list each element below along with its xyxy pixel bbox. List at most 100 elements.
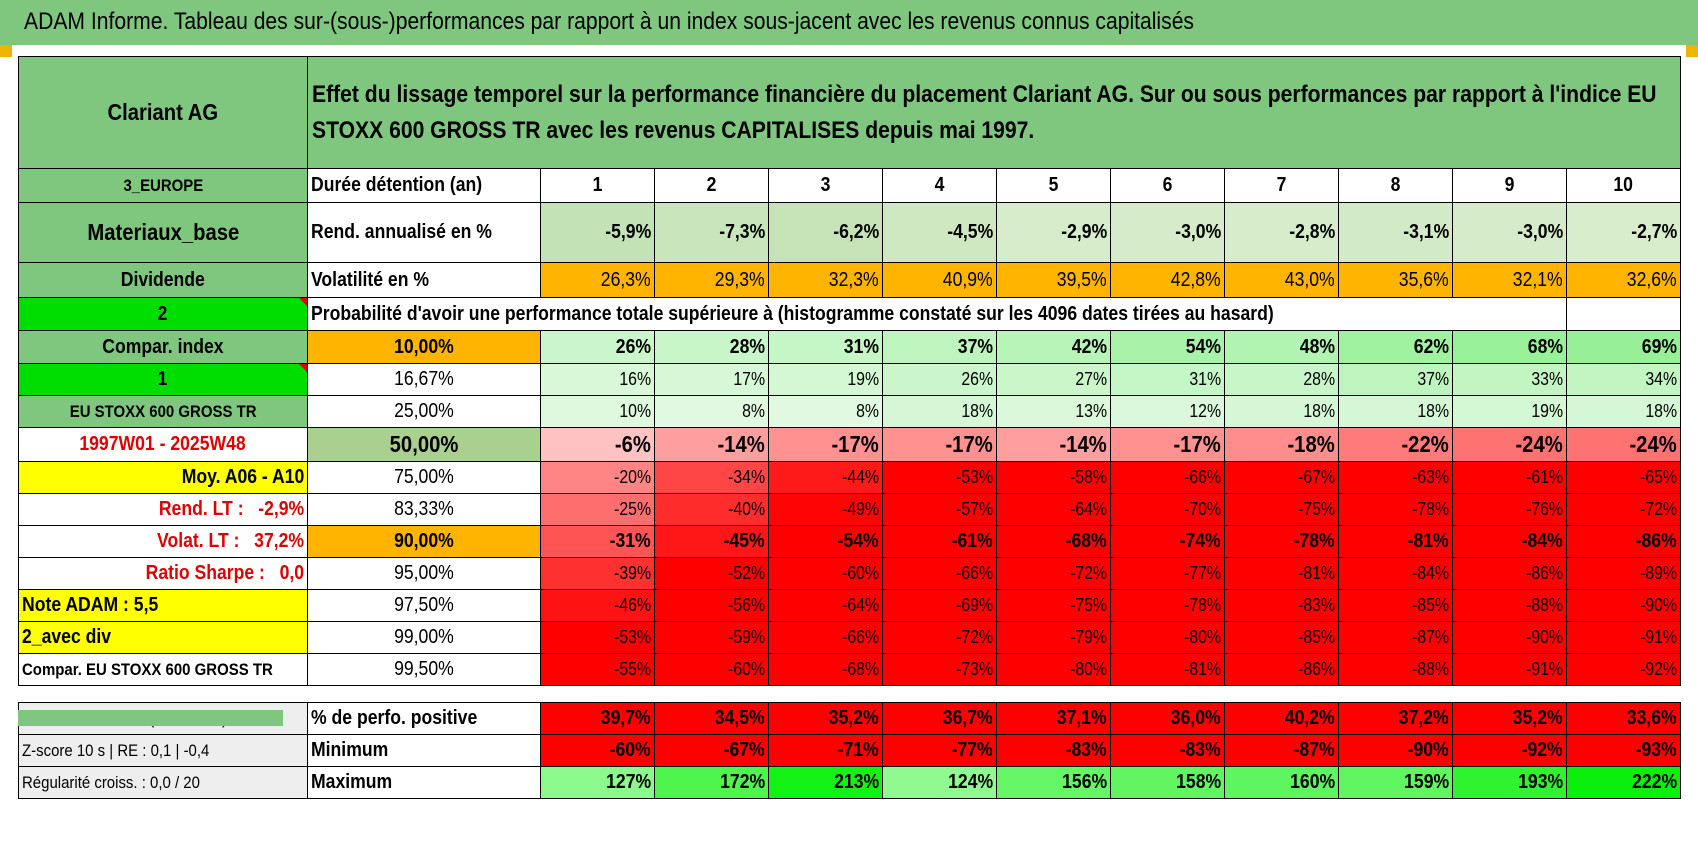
quantile-value: -80% xyxy=(1110,621,1225,654)
sector-label: Materiaux_base xyxy=(18,202,308,263)
quantile-value: -81% xyxy=(1110,653,1225,686)
quantile-value: -63% xyxy=(1338,461,1453,494)
quantile-value: -73% xyxy=(882,653,997,686)
quantile-value: 28% xyxy=(654,330,769,364)
quantile-value: -55% xyxy=(540,653,655,686)
stat-value: 37,1% xyxy=(996,702,1111,735)
stat-value: 35,2% xyxy=(1452,702,1567,735)
stat-label: Minimum xyxy=(307,734,541,767)
quantile-value: 12% xyxy=(1110,395,1225,428)
quantile-value: -84% xyxy=(1452,525,1567,558)
duration-label: Durée détention (an) xyxy=(307,168,541,203)
stat-value: 172% xyxy=(654,766,769,799)
quantile-value: -68% xyxy=(768,653,883,686)
volat-value: 26,3% xyxy=(540,262,655,298)
quantile-value: -91% xyxy=(1565,621,1682,654)
stat-label: Maximum xyxy=(307,766,541,799)
quantile-value: -6% xyxy=(540,427,655,462)
param-a-cell[interactable]: 2 xyxy=(18,297,308,331)
quantile-value: 10% xyxy=(540,395,655,428)
stat-value: 40,2% xyxy=(1224,702,1339,735)
rend-lt-label: Rend. LT : -2,9% xyxy=(18,493,308,526)
index-name-label: EU STOXX 600 GROSS TR xyxy=(18,395,308,428)
stat-value: 39,7% xyxy=(540,702,655,735)
rend-value: -3,0% xyxy=(1110,202,1225,263)
stat-value: -83% xyxy=(1110,734,1225,767)
quantile-row: 1997W01 - 2025W48 50,00% -6% -14% -17% -17% -1… xyxy=(18,427,1682,462)
quantile-value: -49% xyxy=(768,493,883,526)
year-header: 3 xyxy=(768,168,883,203)
quantile-label: 95,00% xyxy=(307,557,541,590)
quantile-value: 27% xyxy=(996,363,1111,396)
quantile-value: -81% xyxy=(1338,525,1453,558)
stats-row: Régularité croiss. : 0,0 / 20 Maximum 127%… xyxy=(18,766,1682,799)
quantile-value: -69% xyxy=(882,589,997,622)
quantile-value: -24% xyxy=(1452,427,1567,462)
quantile-value: -24% xyxy=(1565,427,1682,462)
year-header: 6 xyxy=(1110,168,1225,203)
quantile-value: -70% xyxy=(1110,493,1225,526)
quantile-row: Volat. LT : 37,2% 90,00% -31% -45% -54% -61% -… xyxy=(18,525,1682,558)
quantile-row: 2_avec div 99,00% -53% -59% -66% -72% -79% -80%… xyxy=(18,621,1682,654)
stat-value: 34,5% xyxy=(654,702,769,735)
quantile-value: -84% xyxy=(1338,557,1453,590)
quantile-value: -74% xyxy=(1110,525,1225,558)
stat-value: 222% xyxy=(1565,766,1682,799)
stat-value: -77% xyxy=(882,734,997,767)
quantile-value: 8% xyxy=(768,395,883,428)
quantile-label: 25,00% xyxy=(307,395,541,428)
stat-value: 37,2% xyxy=(1338,702,1453,735)
year-header: 5 xyxy=(996,168,1111,203)
quantile-value: -66% xyxy=(882,557,997,590)
volat-value: 40,9% xyxy=(882,262,997,298)
quantile-value: -75% xyxy=(1224,493,1339,526)
stat-value: 158% xyxy=(1110,766,1225,799)
year-header: 2 xyxy=(654,168,769,203)
year-header: 9 xyxy=(1452,168,1567,203)
stat-value: -93% xyxy=(1565,734,1682,767)
stat-value: -67% xyxy=(654,734,769,767)
quantile-value: -86% xyxy=(1565,525,1682,558)
quantile-value: 68% xyxy=(1452,330,1567,364)
stat-left-label: Régularité croiss. : 0,0 / 20 xyxy=(18,766,308,799)
stat-value: -87% xyxy=(1224,734,1339,767)
quantile-value: -81% xyxy=(1224,557,1339,590)
stat-left-label: Z-score 10 s | RE : 0,1 | -0,4 xyxy=(18,734,308,767)
note-label: Note ADAM : 5,5 xyxy=(18,589,308,622)
quantile-value: -88% xyxy=(1452,589,1567,622)
quantile-row: Moy. A06 - A10 75,00% -20% -34% -44% -53% -58%… xyxy=(18,461,1682,494)
quantile-value: -72% xyxy=(1565,493,1682,526)
stat-value: -92% xyxy=(1452,734,1567,767)
quantile-value: -22% xyxy=(1338,427,1453,462)
report-title: ADAM Informe. Tableau des sur-(sous-)per… xyxy=(24,8,1195,35)
quantile-label: 83,33% xyxy=(307,493,541,526)
volat-value: 32,1% xyxy=(1452,262,1567,298)
rend-value: -2,9% xyxy=(996,202,1111,263)
param-b-cell[interactable]: 1 xyxy=(18,363,308,396)
quantile-label: 10,00% xyxy=(307,330,541,364)
quantile-value: 16% xyxy=(540,363,655,396)
stat-value: -90% xyxy=(1338,734,1453,767)
quantile-value: -68% xyxy=(996,525,1111,558)
quantile-value: 28% xyxy=(1224,363,1339,396)
quantile-row: Ratio Sharpe : 0,0 95,00% -39% -52% -60% -66%… xyxy=(18,557,1682,590)
separator-bar xyxy=(18,710,283,726)
rend-label: Rend. annualisé en % xyxy=(307,202,541,263)
empty-cell xyxy=(1565,297,1682,331)
quantile-value: -72% xyxy=(996,557,1111,590)
description-cell: Effet du lissage temporel sur la perform… xyxy=(306,56,1682,169)
rend-value: -2,8% xyxy=(1224,202,1339,263)
quantile-value: -78% xyxy=(1338,493,1453,526)
quantile-row: Compar. EU STOXX 600 GROSS TR 99,50% -55% -… xyxy=(18,653,1682,686)
volat-value: 32,6% xyxy=(1565,262,1682,298)
quantile-value: -61% xyxy=(882,525,997,558)
quantile-value: -60% xyxy=(654,653,769,686)
quantile-value: -75% xyxy=(996,589,1111,622)
quantile-label: 16,67% xyxy=(307,363,541,396)
quantile-row: 1 16,67% 16% 17% 19% 26% 27% 31% 28% 37% 33% 34% xyxy=(18,363,1682,396)
quantile-value: 19% xyxy=(1452,395,1567,428)
quantile-value: -25% xyxy=(540,493,655,526)
quantile-value: -17% xyxy=(882,427,997,462)
rend-value: -3,1% xyxy=(1338,202,1453,263)
quantile-value: -72% xyxy=(882,621,997,654)
